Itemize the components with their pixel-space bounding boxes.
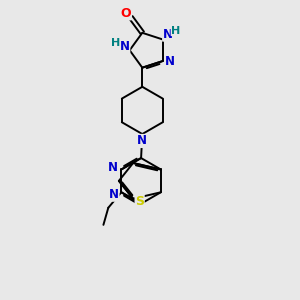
Text: N: N: [137, 134, 147, 148]
Text: S: S: [135, 196, 144, 208]
Text: H: H: [171, 26, 180, 35]
Text: N: N: [109, 188, 119, 201]
Text: N: N: [108, 160, 118, 173]
Text: N: N: [120, 40, 130, 53]
Text: N: N: [163, 28, 173, 41]
Text: H: H: [111, 38, 120, 48]
Text: N: N: [165, 55, 175, 68]
Text: O: O: [121, 7, 131, 20]
